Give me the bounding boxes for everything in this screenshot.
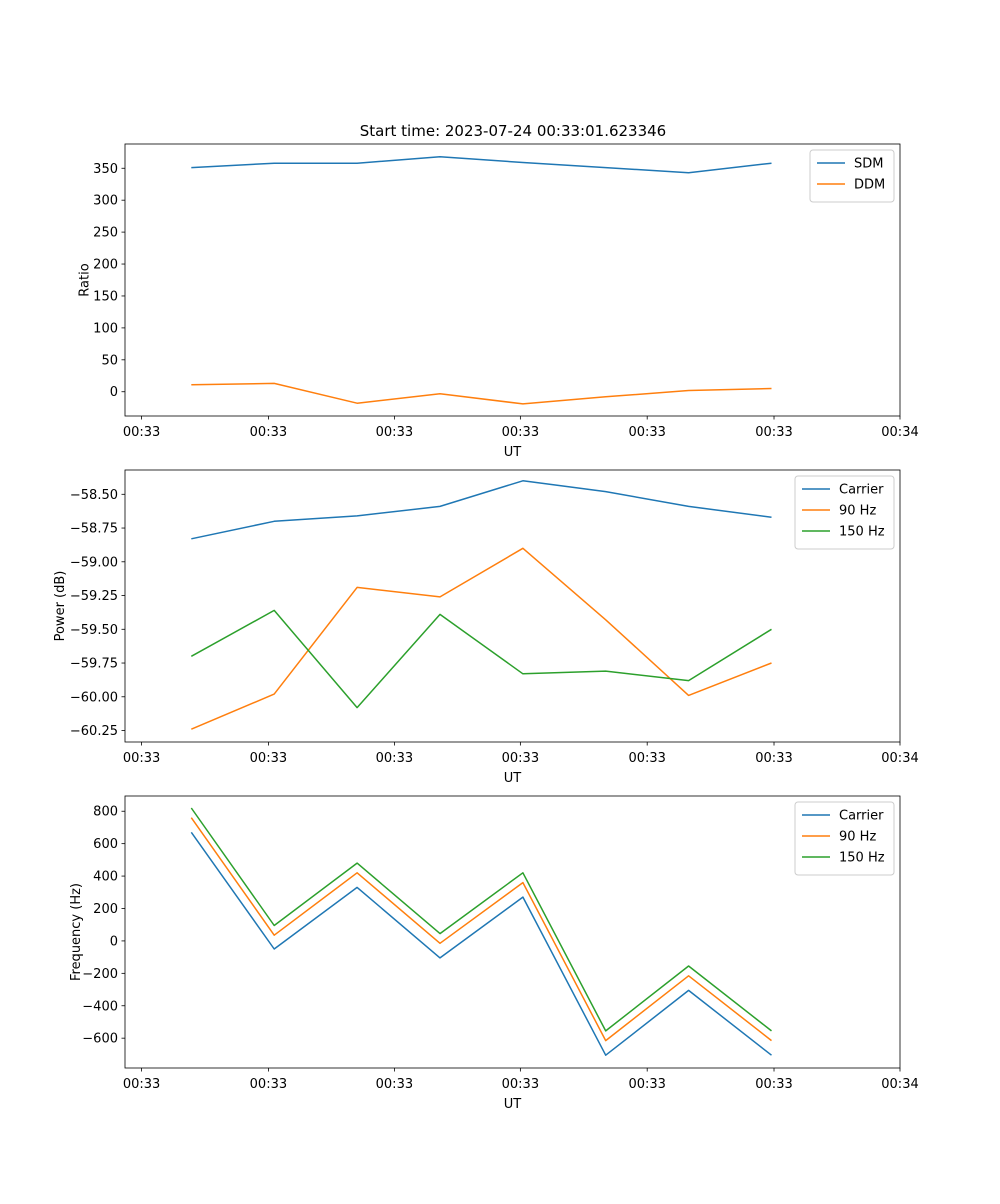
y-tick-label: −58.75 xyxy=(70,522,118,537)
y-tick-label: −58.50 xyxy=(70,488,118,503)
x-tick-label: 00:33 xyxy=(250,1077,287,1092)
x-tick-label: 00:34 xyxy=(881,425,918,440)
y-tick-label: −59.25 xyxy=(70,589,118,604)
x-tick-label: 00:33 xyxy=(250,751,287,766)
axes-1: 00:33 00:33 00:33 00:33 00:33 00:33 00:34 0 50 10… xyxy=(77,143,919,460)
x-tick-label: 00:33 xyxy=(123,751,160,766)
legend: Carrier 90 Hz 150 Hz xyxy=(794,801,895,876)
x-axis-label: UT xyxy=(504,445,522,460)
x-axis-label: UT xyxy=(504,771,522,786)
axes-frame xyxy=(124,795,901,1069)
x-tick-label: 00:33 xyxy=(376,1077,413,1092)
legend-label: 90 Hz xyxy=(839,830,876,845)
x-tick-label: 00:33 xyxy=(502,751,539,766)
x-tick-label: 00:33 xyxy=(250,425,287,440)
y-tick-label: 100 xyxy=(93,321,118,336)
legend-label: SDM xyxy=(854,157,883,172)
x-tick-label: 00:33 xyxy=(123,1077,160,1092)
x-tick-label: 00:33 xyxy=(376,425,413,440)
y-tick-label: 0 xyxy=(110,385,118,400)
y-tick-label: −60.00 xyxy=(70,690,118,705)
y-tick-label: 400 xyxy=(93,870,118,885)
x-tick-label: 00:33 xyxy=(502,1077,539,1092)
series-line-sdm xyxy=(191,156,772,174)
x-tick-label: 00:33 xyxy=(628,1077,665,1092)
axes-frame xyxy=(124,143,901,417)
y-tick-label: 200 xyxy=(93,258,118,273)
y-tick-label: 600 xyxy=(93,837,118,852)
y-tick-label: 50 xyxy=(101,353,118,368)
y-tick-label: −59.00 xyxy=(70,555,118,570)
y-tick-label: −59.75 xyxy=(70,657,118,672)
x-tick-label: 00:33 xyxy=(628,751,665,766)
legend-label: Carrier xyxy=(839,483,884,498)
axes-frame xyxy=(124,469,901,743)
series-line-90-hz xyxy=(190,817,772,1042)
legend-label: DDM xyxy=(854,178,885,193)
legend-label: 150 Hz xyxy=(839,851,885,866)
series-line-carrier xyxy=(190,831,772,1056)
y-tick-label: 200 xyxy=(93,902,118,917)
y-axis-label: Power (dB) xyxy=(53,571,68,642)
x-tick-label: 00:34 xyxy=(881,1077,918,1092)
x-tick-label: 00:34 xyxy=(881,751,918,766)
series-line-90-hz xyxy=(191,547,772,730)
x-tick-label: 00:33 xyxy=(502,425,539,440)
y-tick-label: 150 xyxy=(93,289,118,304)
figure-title: Start time: 2023-07-24 00:33:01.623346 xyxy=(360,122,666,140)
y-tick-label: −200 xyxy=(82,967,118,982)
series-line-150-hz xyxy=(190,609,772,709)
y-axis-label: Ratio xyxy=(77,263,92,296)
x-tick-label: 00:33 xyxy=(376,751,413,766)
legend-label: 90 Hz xyxy=(839,504,876,519)
y-tick-label: −600 xyxy=(82,1032,118,1047)
x-axis-label: UT xyxy=(504,1097,522,1112)
y-tick-label: 300 xyxy=(93,194,118,209)
y-tick-label: −400 xyxy=(82,999,118,1014)
y-axis-label: Frequency (Hz) xyxy=(69,883,84,981)
x-tick-label: 00:33 xyxy=(755,751,792,766)
y-tick-label: 800 xyxy=(93,805,118,820)
series-line-carrier xyxy=(191,480,772,540)
y-tick-label: 250 xyxy=(93,226,118,241)
series-line-150-hz xyxy=(190,807,772,1032)
axes-container: 00:33 00:33 00:33 00:33 00:33 00:33 00:34 0 50 10… xyxy=(53,143,919,1112)
x-tick-label: 00:33 xyxy=(755,1077,792,1092)
x-tick-label: 00:33 xyxy=(123,425,160,440)
x-tick-label: 00:33 xyxy=(755,425,792,440)
series-line-ddm xyxy=(191,382,772,405)
legend: SDM DDM xyxy=(809,149,895,203)
y-tick-label: 0 xyxy=(110,934,118,949)
axes-2: 00:33 00:33 00:33 00:33 00:33 00:33 00:34 −60.2… xyxy=(53,469,919,786)
x-tick-label: 00:33 xyxy=(628,425,665,440)
legend: Carrier 90 Hz 150 Hz xyxy=(794,475,895,550)
y-tick-label: 350 xyxy=(93,162,118,177)
y-tick-label: −60.25 xyxy=(70,724,118,739)
legend-label: Carrier xyxy=(839,809,884,824)
y-tick-label: −59.50 xyxy=(70,623,118,638)
axes-3: 00:33 00:33 00:33 00:33 00:33 00:33 00:34 −600 −… xyxy=(69,795,919,1112)
legend-label: 150 Hz xyxy=(839,525,885,540)
